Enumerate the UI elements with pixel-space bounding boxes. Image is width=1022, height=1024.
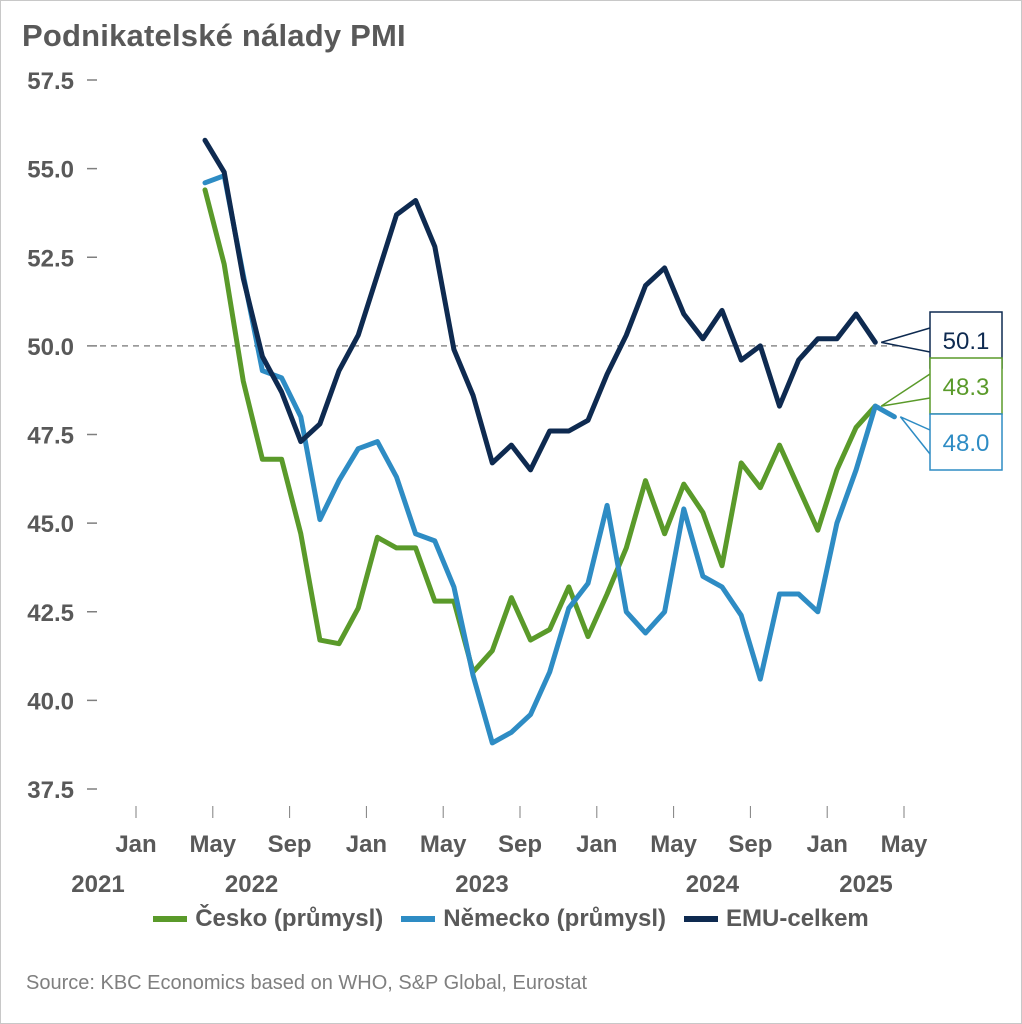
x-tick-year: 2024 (686, 871, 740, 898)
x-tick-month: Sep (728, 831, 772, 858)
x-tick-year: 2025 (839, 871, 892, 898)
y-tick-label: 52.5 (27, 245, 74, 272)
series-line-nemecko (202, 173, 897, 746)
x-tick-month: Jan (346, 831, 387, 858)
legend-label-nemecko: Německo (průmysl) (443, 905, 667, 932)
y-tick-label: 47.5 (27, 423, 74, 450)
x-tick-month: Jan (807, 831, 848, 858)
legend-item-nemecko: Německo (průmysl) (401, 905, 666, 933)
callout-cesko-box (929, 357, 1003, 415)
legend-item-emu: EMU-celkem (684, 905, 869, 933)
callout-nemecko-pointer (899, 416, 931, 455)
y-tick-label: 40.0 (27, 688, 74, 715)
series-line-emu (202, 137, 878, 473)
x-tick-month: May (420, 831, 467, 858)
legend-swatch-emu (684, 916, 719, 922)
legend-label-cesko: Česko (průmysl) (195, 905, 384, 932)
x-tick-month: Jan (115, 831, 156, 858)
legend-label-emu: EMU-celkem (726, 905, 869, 932)
y-tick-label: 57.5 (27, 68, 74, 95)
x-tick-month: May (189, 831, 236, 858)
x-tick-month: Jan (576, 831, 617, 858)
legend-swatch-nemecko (401, 916, 436, 922)
x-tick-year: 2023 (455, 871, 508, 898)
chart-title: Podnikatelské nálady PMI (22, 18, 406, 53)
y-tick-label: 50.0 (27, 334, 74, 361)
legend: Česko (průmysl) Německo (průmysl) EMU-ce… (0, 905, 1022, 933)
x-tick-month: Sep (498, 831, 542, 858)
x-tick-month: May (881, 831, 928, 858)
legend-swatch-cesko (153, 916, 188, 922)
callout-nemecko-box (929, 413, 1003, 471)
callout-emu-pointer (881, 327, 931, 353)
callout-cesko-value: 48.3 (943, 374, 990, 401)
source-note: Source: KBC Economics based on WHO, S&P … (26, 972, 587, 994)
callout-cesko-pointer (880, 373, 931, 407)
x-tick-year: 2021 (71, 871, 124, 898)
y-tick-label: 55.0 (27, 157, 74, 184)
y-tick-label: 45.0 (27, 511, 74, 538)
callout-emu-value: 50.1 (943, 328, 990, 355)
x-tick-year: 2022 (225, 871, 278, 898)
y-tick-label: 37.5 (27, 777, 74, 804)
series-line-cesko (202, 187, 878, 675)
callout-nemecko-value: 48.0 (943, 430, 990, 457)
x-tick-month: May (650, 831, 697, 858)
x-tick-month: Sep (268, 831, 312, 858)
legend-item-cesko: Česko (průmysl) (153, 905, 383, 933)
y-tick-label: 42.5 (27, 600, 74, 627)
